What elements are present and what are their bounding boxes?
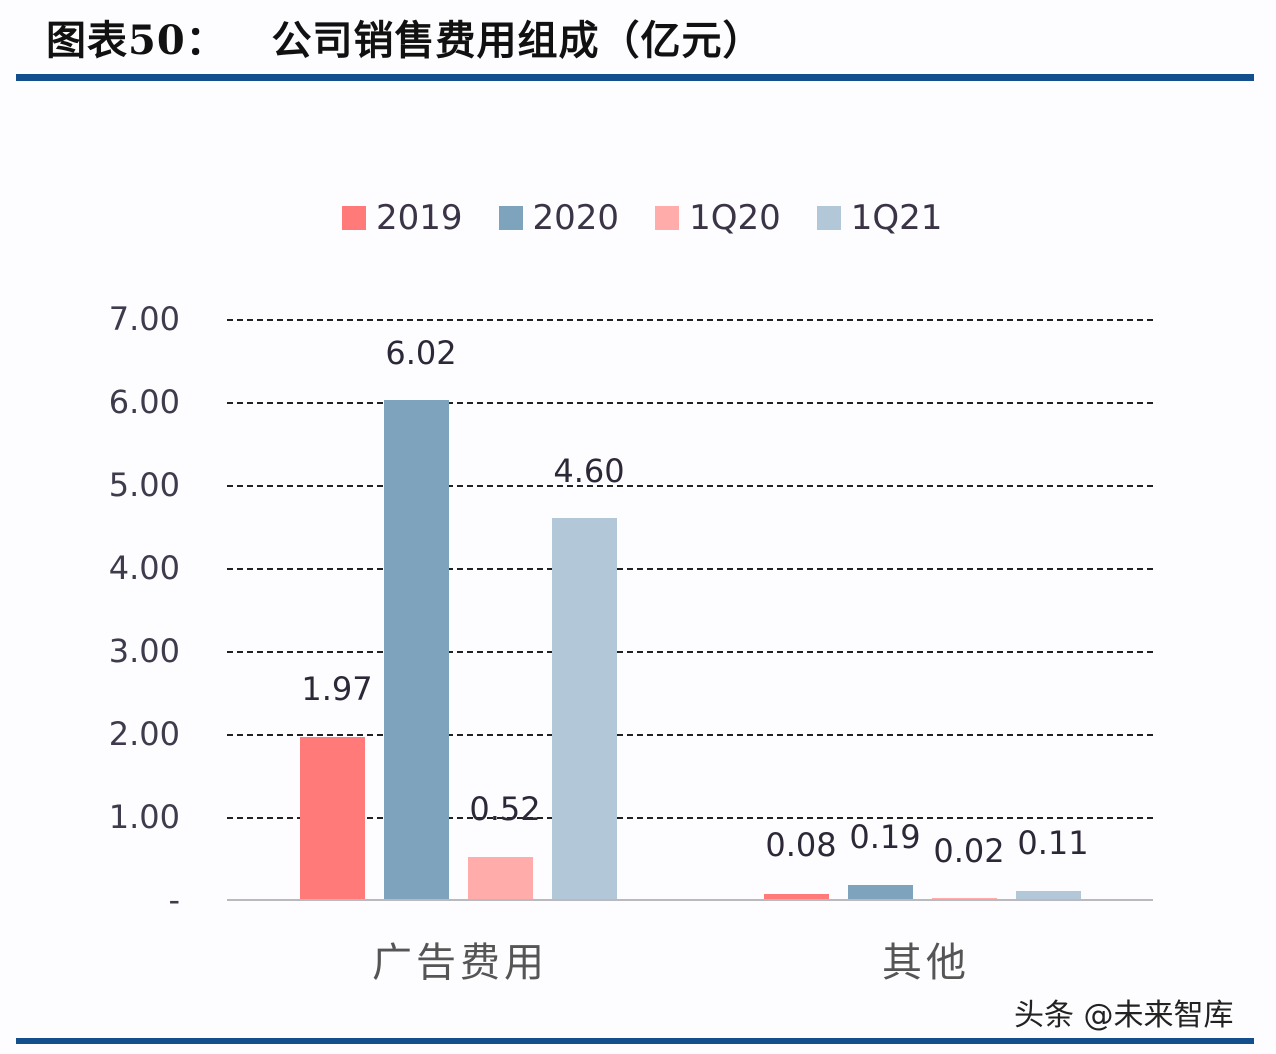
gridline	[227, 734, 1153, 736]
y-tick: 3.00	[108, 632, 180, 670]
bar-other-2020	[848, 885, 913, 900]
value-label: 4.60	[553, 452, 625, 490]
x-category-label: 广告费用	[372, 940, 548, 986]
legend-swatch	[342, 206, 366, 230]
legend-label: 2020	[532, 198, 620, 238]
legend-swatch	[655, 206, 680, 230]
legend: 2019 2020 1Q20 1Q21	[342, 198, 978, 238]
value-label: 0.52	[469, 790, 541, 828]
gridline	[227, 651, 1153, 653]
gridline	[227, 568, 1153, 570]
watermark: 头条 @未来智库	[1014, 998, 1234, 1033]
y-tick: 7.00	[108, 300, 180, 338]
legend-label: 1Q20	[689, 198, 781, 238]
value-label: 0.19	[849, 818, 921, 856]
legend-swatch	[498, 206, 523, 230]
bar-ad-2020	[384, 400, 449, 900]
gridline	[227, 319, 1153, 321]
value-label: 6.02	[385, 334, 457, 372]
bar-ad-2019	[300, 737, 365, 900]
legend-item-1q20: 1Q20	[655, 198, 781, 238]
legend-label: 1Q21	[850, 198, 943, 238]
bar-other-2019	[764, 894, 829, 900]
y-tick: 2.00	[108, 715, 180, 753]
value-label: 0.08	[765, 826, 837, 864]
bar-ad-1q21	[552, 518, 617, 900]
header-divider	[16, 74, 1254, 81]
footer-divider	[16, 1038, 1254, 1044]
y-tick: -	[168, 881, 180, 919]
bar-ad-1q20	[468, 857, 533, 900]
gridline	[227, 402, 1153, 404]
legend-item-1q21: 1Q21	[816, 198, 943, 238]
value-label: 0.02	[933, 832, 1005, 870]
y-tick: 6.00	[108, 383, 180, 421]
y-tick: 1.00	[108, 798, 180, 836]
x-axis-line	[227, 899, 1153, 901]
y-tick: 5.00	[108, 466, 180, 504]
legend-item-2020: 2020	[498, 198, 620, 238]
legend-item-2019: 2019	[342, 198, 463, 238]
bar-other-1q21	[1016, 891, 1081, 900]
x-category-label: 其他	[882, 940, 970, 986]
y-tick: 4.00	[108, 549, 180, 587]
legend-swatch	[816, 206, 841, 230]
chart-title: 图表50： 公司销售费用组成（亿元）	[46, 17, 764, 64]
legend-label: 2019	[376, 198, 463, 238]
gridline	[227, 817, 1153, 819]
gridline	[227, 485, 1153, 487]
value-label: 0.11	[1017, 824, 1089, 862]
value-label: 1.97	[301, 670, 373, 708]
